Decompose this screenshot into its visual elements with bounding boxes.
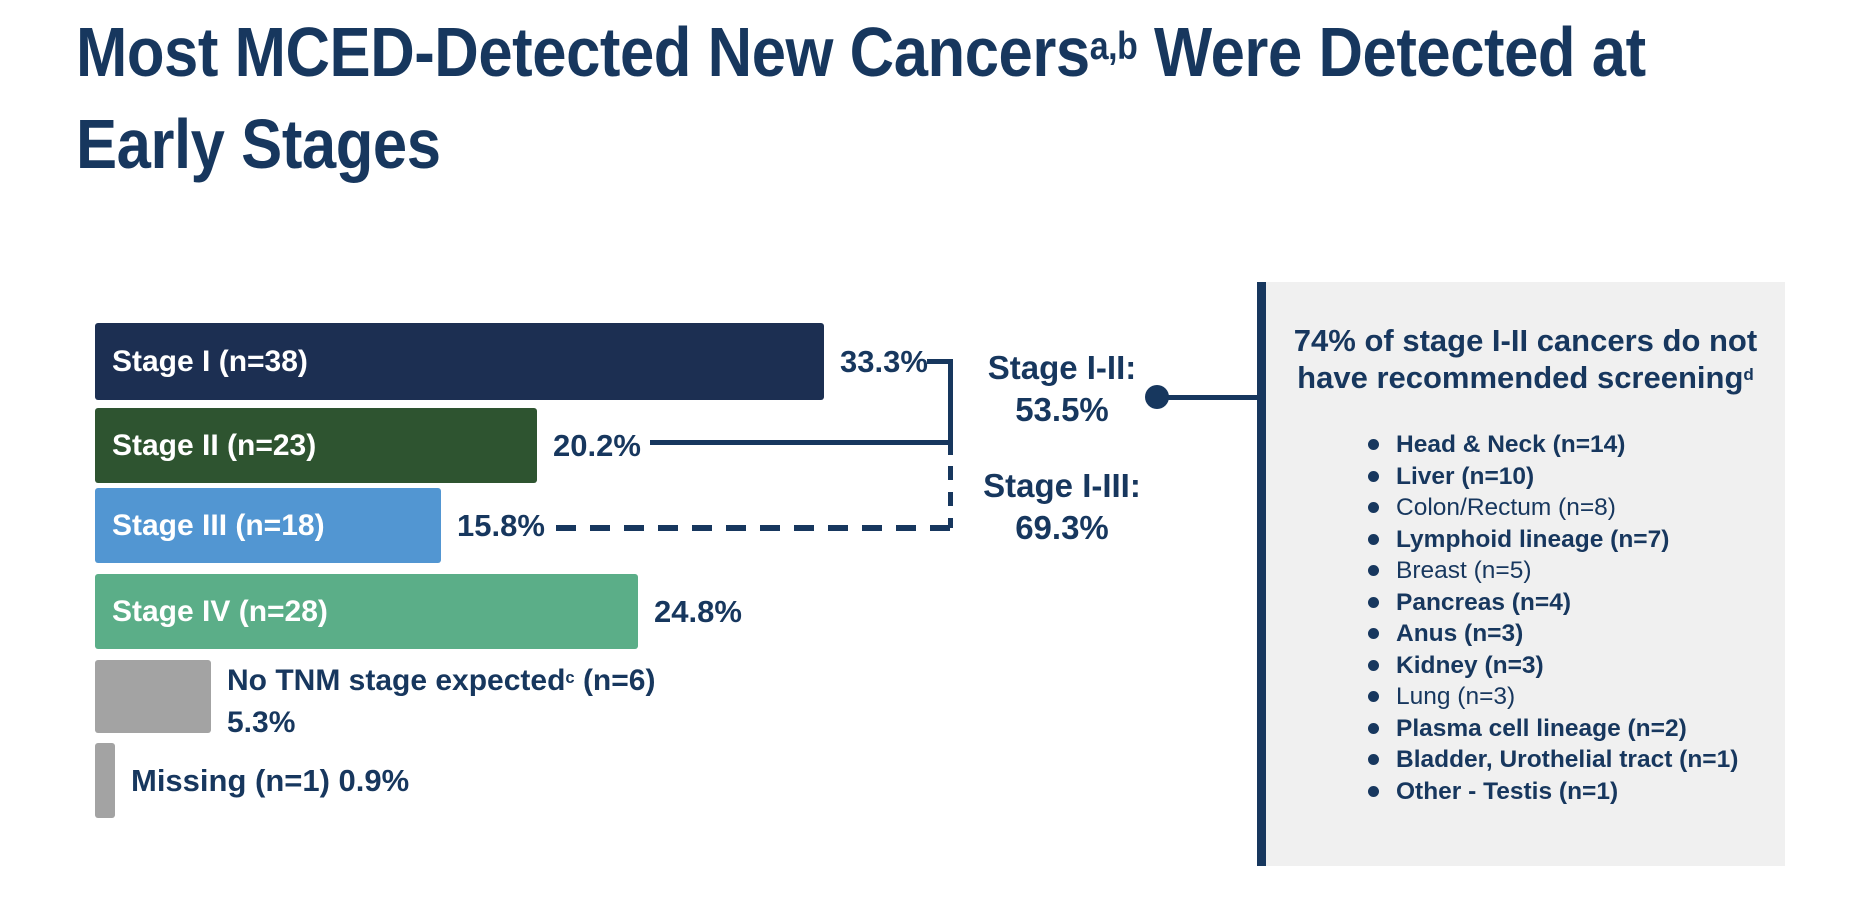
callout-heading: 74% of stage I-II cancers do not have re… [1293,323,1758,395]
cancer-type-list: Head & Neck (n=14) Liver (n=10) Colon/Rect… [1266,429,1785,807]
bar-label-stage-1: Stage I (n=38) [112,344,308,378]
cancer-type-item: Lymphoid lineage (n=7) [1368,524,1769,556]
cancer-type-item: Kidney (n=3) [1368,650,1769,682]
annotation-value: 69.3% [1015,509,1109,546]
annotation-stage-1-3: Stage I-III: 69.3% [967,465,1157,549]
bar-label-stage-4: Stage IV (n=28) [112,594,328,628]
annotation-label: Stage I-III: [983,467,1141,504]
annotation-value: 53.5% [1015,391,1109,428]
annotation-stage-1-2: Stage I-II: 53.5% [967,347,1157,431]
cancer-type-item: Colon/Rectum (n=8) [1368,492,1769,524]
annotation-label: Stage I-II: [987,349,1137,386]
bar-label-missing: Missing (n=1) 0.9% [131,762,410,798]
dashed-line-vertical [948,466,953,528]
bracket-line-stage1 [927,359,953,364]
title-line-2: Early Stages [76,105,441,183]
bar-value-stage-2: 20.2% [553,427,641,463]
footnote-marker-ab: a,b [1089,24,1138,68]
bar-label-stage-3: Stage III (n=18) [112,508,325,542]
callout-panel: 74% of stage I-II cancers do not have re… [1257,282,1785,866]
bar-missing [95,743,115,818]
bar-stage-1: Stage I (n=38) [95,323,824,400]
bar-value-stage-1: 33.3% [840,343,928,379]
cancer-type-item: Other - Testis (n=1) [1368,776,1769,808]
bar-label-no-tnm: No TNM stage expectedc (n=6) 5.3% [227,664,656,739]
bar-stage-2: Stage II (n=23) [95,408,537,483]
footnote-marker-c: c [565,668,575,687]
bar-value-stage-3: 15.8% [457,507,545,543]
page-title: Most MCED-Detected New Cancersa,b Were D… [76,12,1860,184]
connector-line [1160,395,1262,400]
bracket-line-stage2 [650,440,953,445]
bar-value-no-tnm: 5.3% [227,706,296,739]
cancer-type-item: Bladder, Urothelial tract (n=1) [1368,744,1769,776]
bar-stage-4: Stage IV (n=28) [95,574,638,649]
bar-value-stage-4: 24.8% [654,593,742,629]
cancer-type-item: Liver (n=10) [1368,461,1769,493]
footnote-marker-d: d [1743,365,1754,385]
bar-label-stage-2: Stage II (n=23) [112,428,317,462]
cancer-type-item: Head & Neck (n=14) [1368,429,1769,461]
dashed-line-stage3 [556,525,953,531]
cancer-type-item: Pancreas (n=4) [1368,587,1769,619]
bar-no-tnm [95,660,211,733]
cancer-type-item: Lung (n=3) [1368,681,1769,713]
cancer-type-item: Breast (n=5) [1368,555,1769,587]
bracket-line-vertical [948,359,953,455]
cancer-type-item: Anus (n=3) [1368,618,1769,650]
title-line-1: Most MCED-Detected New Cancersa,b Were D… [76,13,1646,91]
bar-stage-3: Stage III (n=18) [95,488,441,563]
cancer-type-item: Plasma cell lineage (n=2) [1368,713,1769,745]
